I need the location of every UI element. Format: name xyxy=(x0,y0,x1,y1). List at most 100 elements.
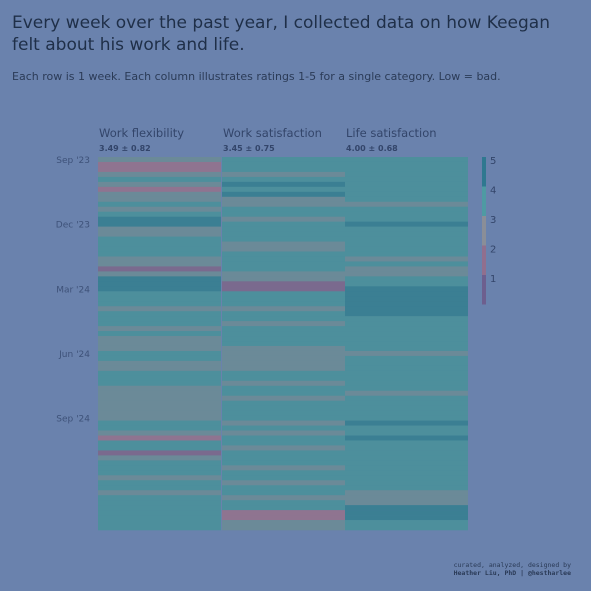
heatmap-cell xyxy=(345,421,468,426)
heatmap-cell xyxy=(98,232,221,237)
heatmap-cell xyxy=(98,286,221,291)
heatmap-cell xyxy=(345,227,468,232)
heatmap-cell xyxy=(98,217,221,222)
heatmap-cell xyxy=(222,321,345,326)
heatmap-cell xyxy=(222,192,345,197)
credit-line-2: Heather Liu, PhD | @hestharlee xyxy=(454,569,571,577)
column-stat: 3.45 ± 0.75 xyxy=(223,144,275,153)
heatmap-cell xyxy=(222,281,345,286)
heatmap-cell xyxy=(98,445,221,450)
heatmap-cell xyxy=(345,440,468,445)
heatmap-cell xyxy=(222,311,345,316)
heatmap-cell xyxy=(222,455,345,460)
heatmap-cell xyxy=(345,515,468,520)
heatmap-cell xyxy=(222,306,345,311)
heatmap-cell xyxy=(98,311,221,316)
heatmap-cell xyxy=(345,361,468,366)
heatmap-cell xyxy=(345,311,468,316)
heatmap-cell xyxy=(98,361,221,366)
heatmap-cell xyxy=(98,401,221,406)
heatmap-cell xyxy=(98,281,221,286)
heatmap-cell xyxy=(222,177,345,182)
legend-swatch xyxy=(482,216,486,246)
heatmap-cell xyxy=(222,366,345,371)
heatmap-cell xyxy=(98,440,221,445)
heatmap-cell xyxy=(98,366,221,371)
heatmap-cell xyxy=(345,455,468,460)
heatmap-cell xyxy=(98,341,221,346)
heatmap-cell xyxy=(98,331,221,336)
heatmap-cell xyxy=(345,306,468,311)
heatmap-cell xyxy=(98,490,221,495)
heatmap-cell xyxy=(98,396,221,401)
heatmap-cell xyxy=(98,406,221,411)
heatmap-cell xyxy=(345,321,468,326)
heatmap-cell xyxy=(98,202,221,207)
heatmap-cell xyxy=(345,500,468,505)
heatmap-cell xyxy=(345,286,468,291)
heatmap-cell xyxy=(98,426,221,431)
legend-swatch xyxy=(482,246,486,276)
heatmap-cell xyxy=(98,525,221,530)
heatmap-cell xyxy=(345,465,468,470)
heatmap-cell xyxy=(98,276,221,281)
heatmap-cell xyxy=(345,326,468,331)
heatmap-cell xyxy=(98,485,221,490)
heatmap-cell xyxy=(345,436,468,441)
heatmap-cell xyxy=(222,162,345,167)
heatmap-cell xyxy=(222,406,345,411)
heatmap-cell xyxy=(98,416,221,421)
heatmap-cell xyxy=(345,281,468,286)
heatmap-cell xyxy=(345,391,468,396)
heatmap-cell xyxy=(222,217,345,222)
heatmap-cell xyxy=(345,167,468,172)
heatmap-cell xyxy=(345,187,468,192)
heatmap-cell xyxy=(222,450,345,455)
heatmap-cell xyxy=(345,381,468,386)
heatmap-cell xyxy=(98,301,221,306)
heatmap-cell xyxy=(222,440,345,445)
heatmap-cell xyxy=(222,465,345,470)
heatmap-cell xyxy=(345,351,468,356)
heatmap-cell xyxy=(222,485,345,490)
heatmap-cell xyxy=(222,197,345,202)
heatmap-cell xyxy=(345,192,468,197)
heatmap-cell xyxy=(98,460,221,465)
heatmap-cell xyxy=(222,172,345,177)
heatmap-cell xyxy=(345,386,468,391)
heatmap-cell xyxy=(222,326,345,331)
column-header: Work flexibility xyxy=(99,126,184,140)
heatmap-cell xyxy=(222,426,345,431)
heatmap-cell xyxy=(345,172,468,177)
heatmap-cell xyxy=(222,251,345,256)
heatmap-cell xyxy=(98,316,221,321)
heatmap-cell xyxy=(222,237,345,242)
heatmap-cell xyxy=(98,346,221,351)
heatmap-cell xyxy=(222,391,345,396)
heatmap-cell xyxy=(222,232,345,237)
heatmap-cell xyxy=(222,381,345,386)
heatmap-cell xyxy=(345,162,468,167)
heatmap-cell xyxy=(222,296,345,301)
heatmap-cell xyxy=(222,361,345,366)
column-header: Work satisfaction xyxy=(223,126,322,140)
heatmap-cell xyxy=(98,376,221,381)
heatmap-cell xyxy=(345,406,468,411)
heatmap-cell xyxy=(345,470,468,475)
heatmap-cell xyxy=(345,232,468,237)
heatmap-cell xyxy=(98,291,221,296)
legend-swatch xyxy=(482,157,486,187)
heatmap-cell xyxy=(222,167,345,172)
column-stat: 4.00 ± 0.68 xyxy=(346,144,398,153)
heatmap-cell xyxy=(222,495,345,500)
heatmap-cell xyxy=(345,301,468,306)
y-tick-label: Jun '24 xyxy=(58,350,90,360)
heatmap-cell xyxy=(222,505,345,510)
heatmap-cell xyxy=(98,436,221,441)
heatmap-cell xyxy=(222,276,345,281)
heatmap-cell xyxy=(345,376,468,381)
heatmap-cell xyxy=(222,490,345,495)
heatmap-cell xyxy=(345,341,468,346)
heatmap-cell xyxy=(222,351,345,356)
heatmap-cell xyxy=(222,436,345,441)
